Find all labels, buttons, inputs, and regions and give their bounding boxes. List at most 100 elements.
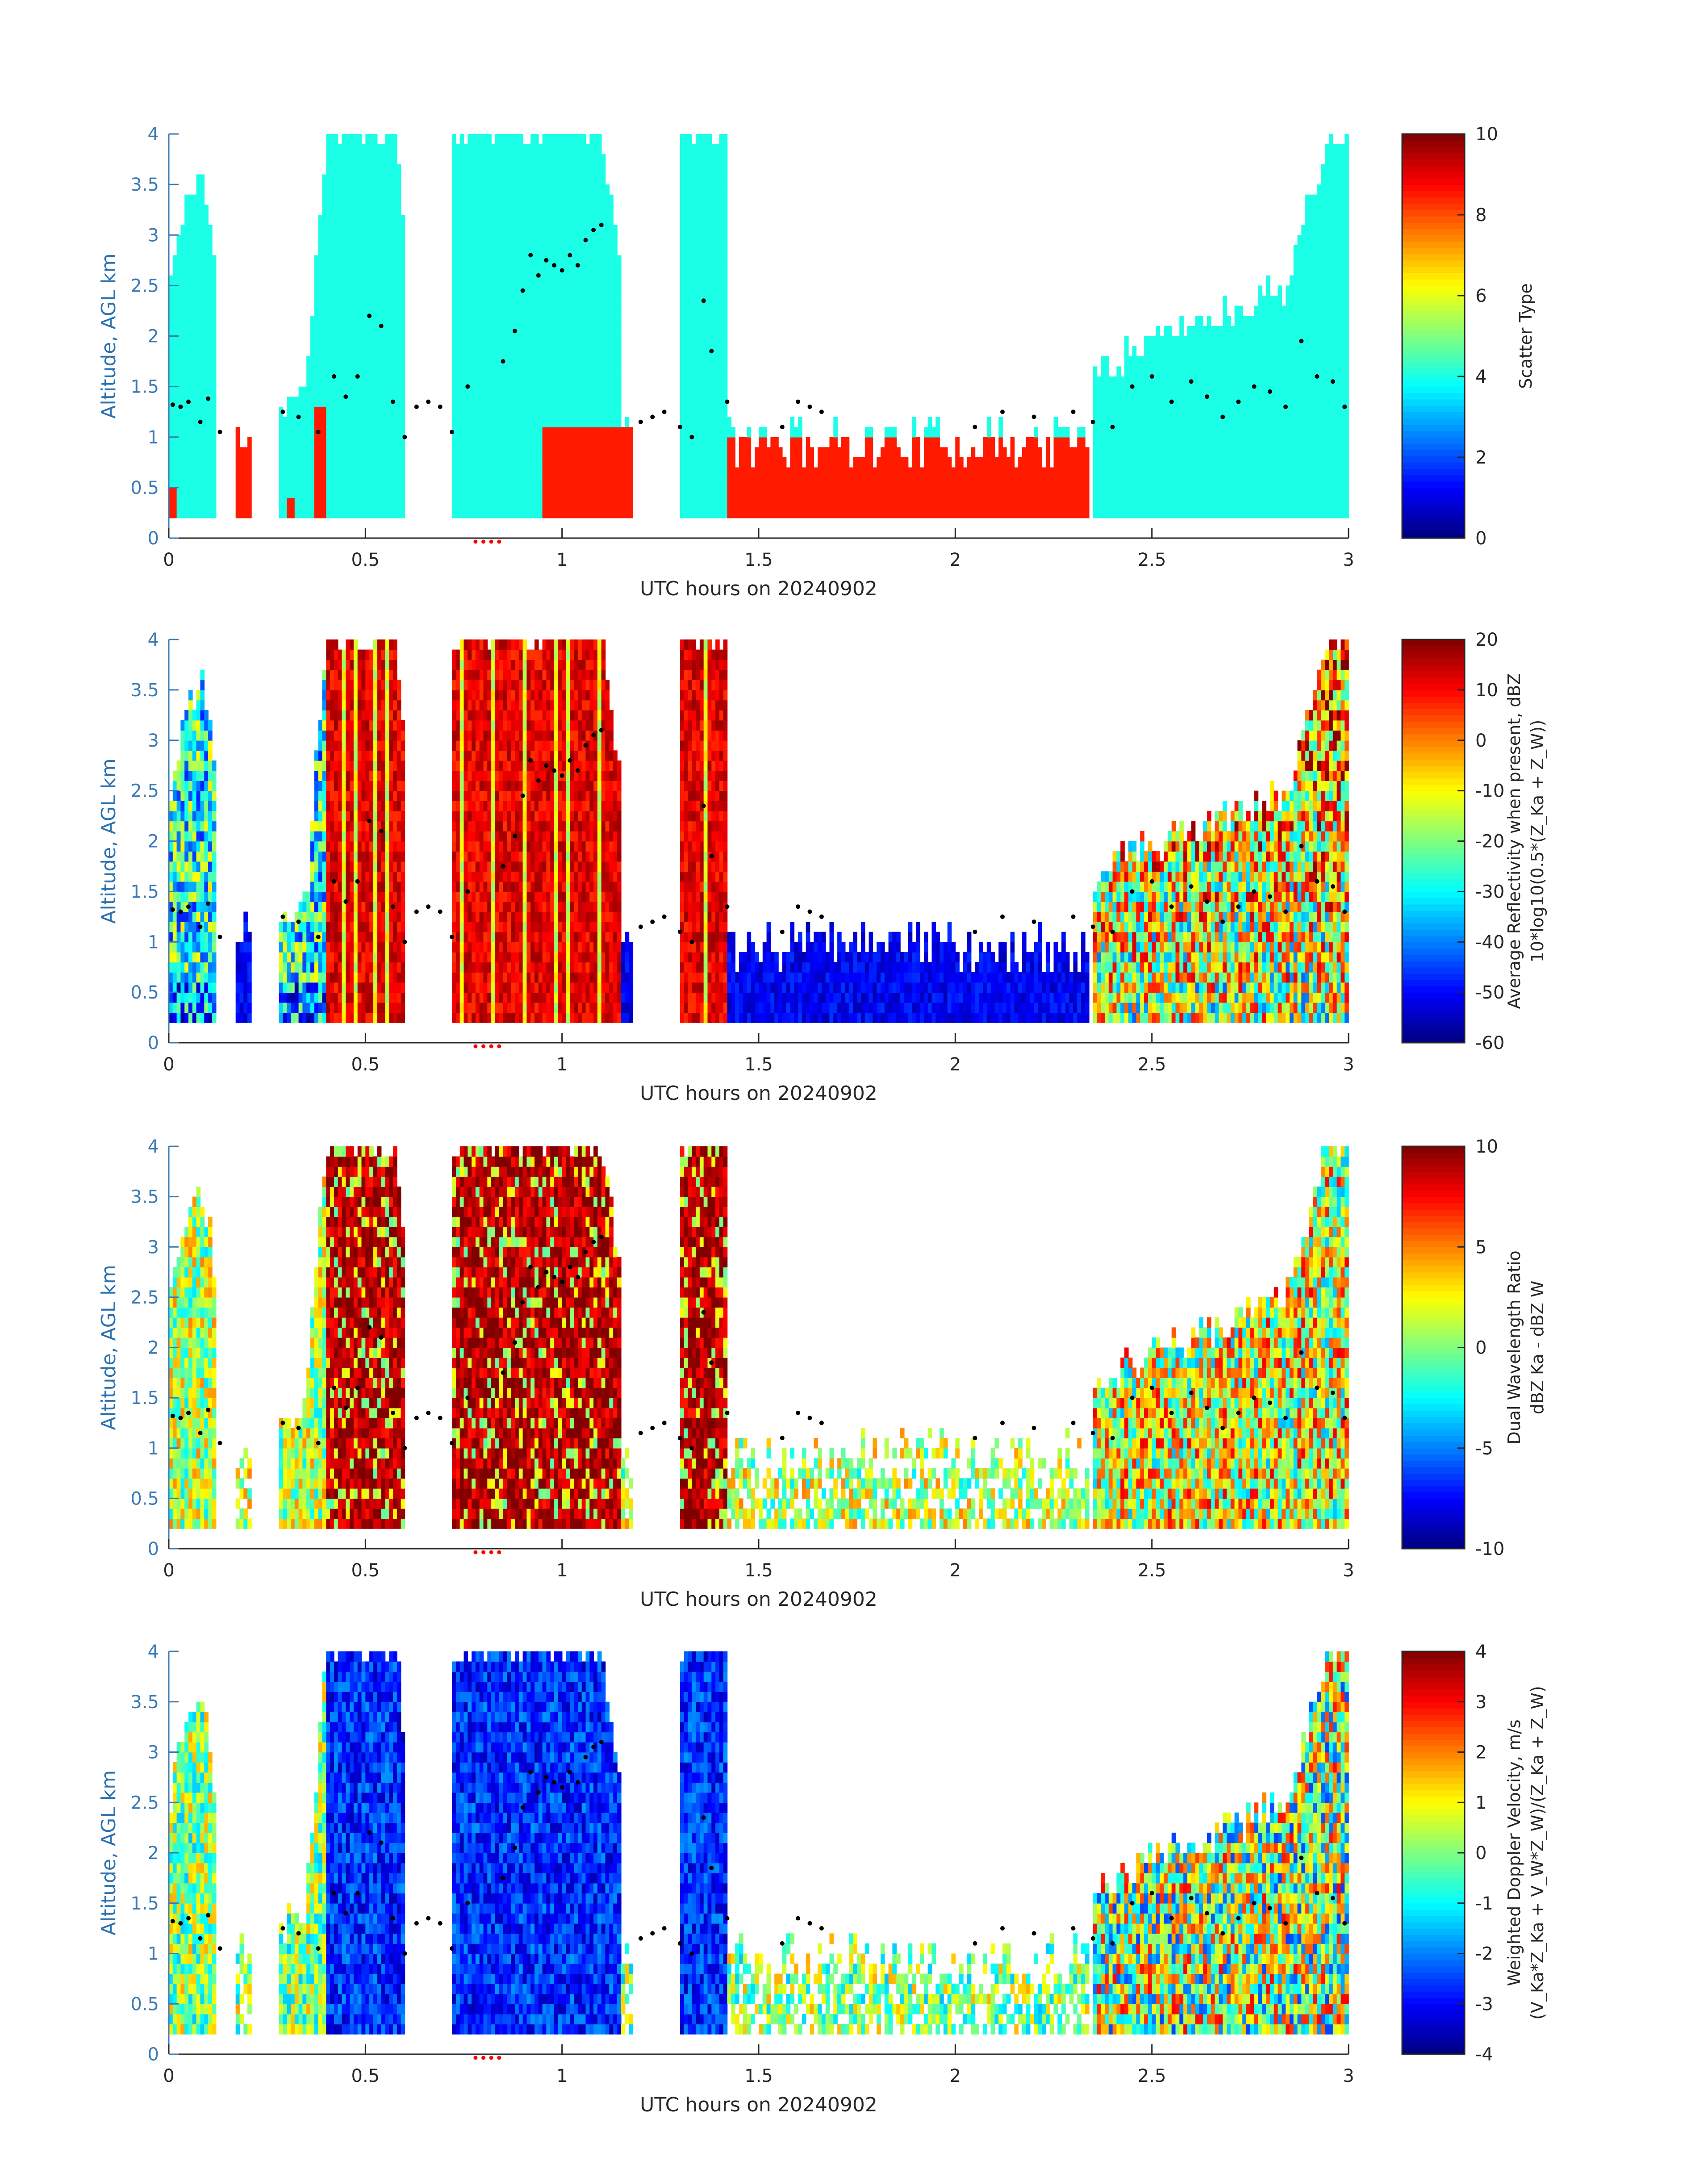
heatmap-cell bbox=[589, 184, 594, 195]
heatmap-cell bbox=[523, 488, 527, 498]
heatmap-cell bbox=[530, 397, 535, 407]
heatmap-cell bbox=[889, 468, 893, 478]
heatmap-cell bbox=[790, 447, 795, 457]
heatmap-cell bbox=[196, 235, 201, 245]
heatmap-cell bbox=[369, 195, 374, 205]
heatmap-cell bbox=[177, 235, 181, 245]
heatmap-cell bbox=[476, 397, 480, 407]
heatmap-cell bbox=[1211, 437, 1215, 447]
heatmap-cell bbox=[550, 427, 555, 437]
heatmap-cell bbox=[1179, 457, 1184, 468]
heatmap-cell bbox=[589, 366, 594, 376]
heatmap-cell bbox=[566, 144, 571, 155]
heatmap-cell bbox=[1109, 447, 1113, 457]
heatmap-cell bbox=[452, 265, 456, 276]
heatmap-cell bbox=[503, 245, 508, 255]
heatmap-cell bbox=[1238, 417, 1243, 427]
heatmap-cell bbox=[719, 215, 724, 225]
heatmap-cell bbox=[1219, 387, 1223, 397]
heatmap-cell bbox=[1250, 447, 1255, 457]
heatmap-cell bbox=[715, 245, 720, 255]
heatmap-cell bbox=[625, 457, 630, 468]
heatmap-cell bbox=[526, 144, 531, 155]
heatmap-cell bbox=[243, 468, 248, 478]
heatmap-cell bbox=[546, 488, 551, 498]
heatmap-cell bbox=[1231, 457, 1235, 468]
heatmap-cell bbox=[688, 447, 693, 457]
heatmap-cell bbox=[1081, 488, 1086, 498]
heatmap-cell bbox=[711, 407, 716, 417]
heatmap-cell bbox=[881, 508, 885, 518]
heatmap-cell bbox=[373, 447, 378, 457]
heatmap-cell bbox=[338, 144, 342, 155]
heatmap-cell bbox=[208, 346, 213, 356]
heatmap-cell bbox=[684, 175, 689, 185]
heatmap-cell bbox=[346, 255, 350, 266]
heatmap-cell bbox=[692, 235, 696, 245]
heatmap-cell bbox=[574, 447, 578, 457]
heatmap-cell bbox=[1238, 508, 1243, 518]
heatmap-cell bbox=[920, 468, 924, 478]
heatmap-cell bbox=[342, 376, 347, 387]
heatmap-cell bbox=[196, 387, 201, 397]
heatmap-cell bbox=[1073, 457, 1078, 468]
heatmap-cell bbox=[456, 397, 460, 407]
heatmap-cell bbox=[558, 437, 563, 447]
heatmap-cell bbox=[589, 306, 594, 316]
heatmap-cell bbox=[515, 164, 519, 175]
heatmap-cell bbox=[940, 498, 944, 508]
heatmap-cell bbox=[711, 356, 716, 367]
heatmap-cell bbox=[519, 164, 523, 175]
heatmap-cell bbox=[196, 245, 201, 255]
heatmap-cell bbox=[295, 468, 299, 478]
heatmap-cell bbox=[1238, 356, 1243, 367]
heatmap-cell bbox=[377, 336, 382, 347]
heatmap-cell bbox=[1038, 498, 1042, 508]
heatmap-cell bbox=[515, 276, 519, 286]
heatmap-cell bbox=[586, 356, 590, 367]
heatmap-cell bbox=[711, 265, 716, 276]
heatmap-cell bbox=[606, 397, 610, 407]
heatmap-cell bbox=[460, 346, 464, 356]
heatmap-cell bbox=[621, 457, 626, 468]
heatmap-cell bbox=[1191, 498, 1196, 508]
heatmap-cell bbox=[704, 326, 708, 336]
heatmap-cell bbox=[684, 255, 689, 266]
heatmap-cell bbox=[570, 144, 574, 155]
heatmap-cell bbox=[849, 477, 854, 488]
heatmap-cell bbox=[589, 255, 594, 266]
heatmap-cell bbox=[1258, 468, 1262, 478]
heatmap-cell bbox=[971, 508, 976, 518]
heatmap-cell bbox=[774, 488, 779, 498]
heatmap-cell bbox=[680, 265, 685, 276]
heatmap-cell bbox=[330, 134, 334, 144]
heatmap-cell bbox=[1101, 477, 1105, 488]
heatmap-cell bbox=[523, 417, 527, 427]
heatmap-cell bbox=[1215, 417, 1219, 427]
heatmap-cell bbox=[334, 488, 338, 498]
heatmap-cell bbox=[452, 195, 456, 205]
heatmap-cell bbox=[798, 488, 802, 498]
heatmap-cell bbox=[629, 437, 633, 447]
heatmap-cell bbox=[692, 498, 696, 508]
heatmap-cell bbox=[566, 184, 571, 195]
heatmap-cell bbox=[499, 498, 504, 508]
heatmap-cell bbox=[511, 397, 515, 407]
heatmap-cell bbox=[484, 164, 488, 175]
heatmap-cell bbox=[495, 488, 500, 498]
heatmap-cell bbox=[959, 468, 964, 478]
heatmap-cell bbox=[558, 175, 563, 185]
heatmap-cell bbox=[295, 488, 299, 498]
heatmap-cell bbox=[535, 245, 539, 255]
heatmap-cell bbox=[554, 346, 559, 356]
heatmap-cell bbox=[979, 498, 983, 508]
heatmap-cell bbox=[869, 427, 873, 437]
heatmap-cell bbox=[1179, 316, 1184, 326]
heatmap-cell bbox=[578, 276, 582, 286]
heatmap-cell bbox=[456, 407, 460, 417]
heatmap-cell bbox=[342, 276, 347, 286]
heatmap-cell bbox=[539, 356, 543, 367]
heatmap-cell bbox=[196, 285, 201, 296]
heatmap-cell bbox=[1195, 387, 1200, 397]
heatmap-cell bbox=[1148, 447, 1153, 457]
